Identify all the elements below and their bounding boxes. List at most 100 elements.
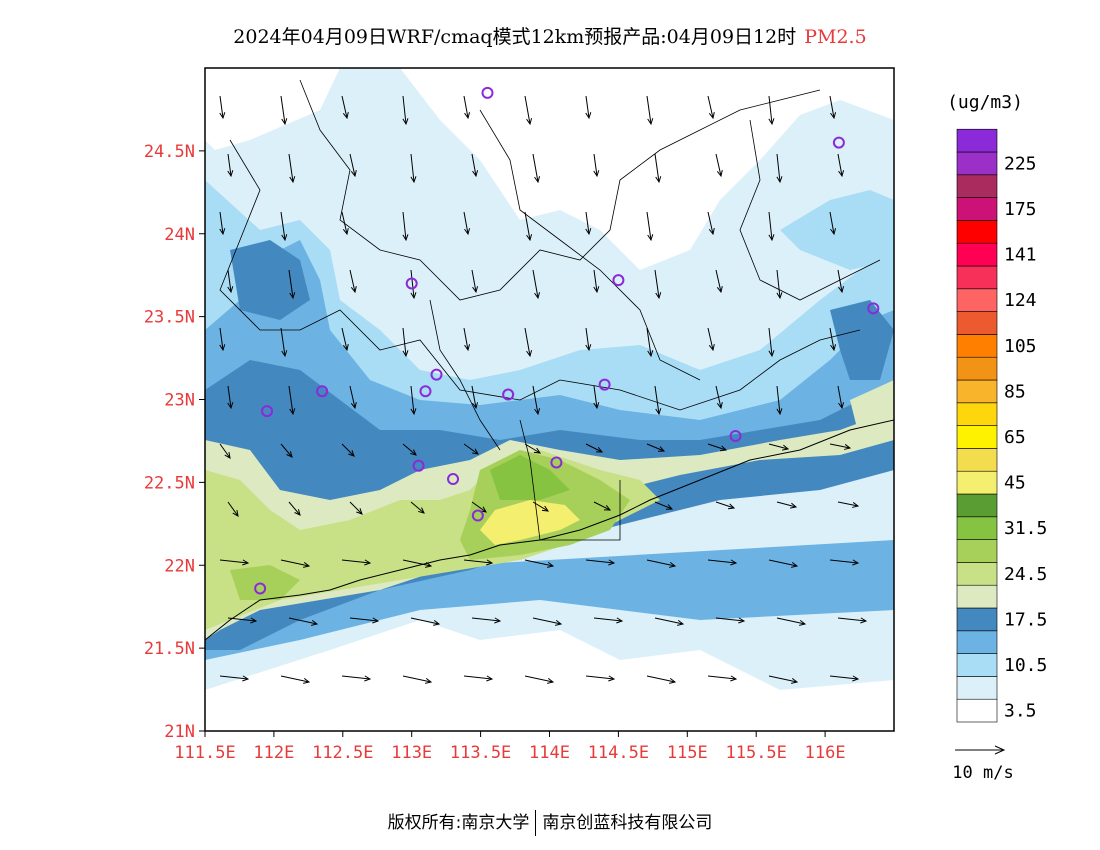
lon-tick-label: 113.5E	[450, 743, 511, 763]
wind-arrow	[280, 559, 311, 568]
wind-arrow	[280, 327, 288, 358]
wind-arrow	[349, 617, 380, 624]
wind-arrow	[707, 211, 715, 236]
wind-arrow	[349, 385, 357, 410]
wind-arrow	[219, 559, 250, 566]
footer: 版权所有:南京大学 南京创蓝科技有限公司	[0, 808, 1100, 836]
wind-arrow	[227, 501, 239, 517]
wind-arrow	[593, 269, 600, 294]
lat-tick-label: 22N	[164, 556, 195, 576]
wind-arrow	[341, 559, 372, 566]
lat-tick-label: 24N	[164, 225, 195, 245]
wind-arrow	[227, 385, 234, 410]
wind-arrow	[402, 675, 433, 684]
lon-tick-label: 114.5E	[588, 743, 649, 763]
latitude-axis: 24.5N 24N 23.5N 23N 22.5N 22N 21.5N 21N	[144, 142, 205, 742]
lat-tick-label: 24.5N	[144, 142, 195, 162]
wind-arrow	[288, 385, 296, 416]
wind-arrow	[829, 559, 860, 566]
wind-arrow	[585, 211, 592, 236]
wind-arrow	[524, 559, 555, 568]
wind-arrow	[532, 617, 563, 626]
station-marker	[316, 385, 329, 398]
wind-arrow	[654, 385, 662, 416]
wind-arrow	[471, 269, 479, 294]
wind-arrow	[646, 211, 654, 242]
wind-arrow	[349, 153, 357, 178]
wind-arrow	[768, 443, 790, 451]
station-marker	[729, 429, 742, 442]
wind-arrow	[402, 95, 409, 126]
colorbar-label: 3.5	[1004, 701, 1037, 722]
wind-arrow	[646, 443, 666, 452]
lon-tick-label: 115E	[667, 743, 708, 763]
station-marker	[254, 582, 267, 595]
wind-arrow	[463, 95, 471, 120]
wind-arrow	[837, 385, 845, 410]
wind-arrow	[768, 95, 775, 126]
lat-tick-label: 22.5N	[144, 473, 195, 493]
wind-arrow	[410, 501, 425, 514]
wind-arrow	[646, 675, 677, 684]
wind-arrow	[532, 385, 541, 416]
wind-arrow	[410, 617, 441, 626]
wind-arrow	[341, 443, 355, 457]
wind-arrow	[227, 617, 258, 624]
wind-arrow	[463, 675, 494, 682]
colorbar-swatch	[956, 265, 998, 290]
wind-arrow	[707, 675, 738, 682]
wind-arrow	[524, 95, 533, 126]
colorbar-unit: (ug/m3)	[947, 92, 1023, 113]
lon-tick-label: 116E	[805, 743, 846, 763]
wind-arrow	[829, 327, 837, 352]
lat-tick-label: 21.5N	[144, 639, 195, 659]
title-main: 2024年04月09日WRF/cmaq模式12km预报产品:04月09日12时	[233, 26, 797, 48]
wind-arrow	[776, 617, 807, 626]
wind-arrow	[402, 327, 409, 358]
wind-arrow	[463, 559, 494, 566]
colorbar-swatch	[956, 151, 998, 176]
colorbar-label: 225	[1004, 153, 1037, 174]
wind-arrow	[410, 385, 417, 416]
wind-arrow	[768, 211, 775, 242]
colorbar-label: 105	[1004, 336, 1037, 357]
wind-arrow	[288, 269, 296, 300]
wind-arrow	[829, 95, 837, 120]
wind-arrow	[471, 385, 479, 410]
colorbar-swatch	[956, 516, 998, 540]
wind-arrow	[341, 95, 349, 120]
wind-arrow	[837, 269, 845, 294]
wind-arrow	[280, 211, 288, 242]
wind-arrow	[219, 211, 226, 236]
wind-arrow	[288, 617, 319, 626]
wind-arrow	[768, 675, 799, 684]
colorbar-label: 10.5	[1004, 655, 1047, 676]
colorbar-swatch	[956, 470, 998, 495]
wind-arrow	[776, 269, 783, 300]
colorbar-label: 31.5	[1004, 518, 1047, 539]
wind-arrow	[471, 617, 502, 624]
wind-arrow	[402, 443, 417, 456]
wind-arrow	[715, 617, 746, 624]
wind-arrow	[837, 501, 860, 508]
colorbar-swatch	[956, 562, 998, 586]
wind-arrow	[646, 559, 677, 568]
wind-arrow	[532, 269, 541, 300]
wind-arrow	[654, 501, 674, 510]
lat-tick-label: 23N	[164, 391, 195, 411]
colorbar-swatch	[956, 174, 998, 198]
wind-arrow	[768, 327, 775, 358]
wind-arrow	[341, 675, 372, 682]
colorbar-swatch	[956, 425, 998, 449]
lon-tick-label: 113E	[391, 743, 432, 763]
wind-arrow	[646, 327, 654, 358]
lat-tick-label: 21N	[164, 722, 195, 742]
wind-arrow	[463, 327, 471, 352]
map-title: 2024年04月09日WRF/cmaq模式12km预报产品:04月09日12时 P…	[0, 22, 1100, 49]
wind-arrow	[219, 95, 226, 120]
lat-tick-label: 23.5N	[144, 308, 195, 328]
station-marker	[502, 388, 515, 401]
colorbar-label: 175	[1004, 199, 1037, 220]
wind-arrow	[227, 153, 234, 178]
wind-arrow	[280, 95, 288, 126]
